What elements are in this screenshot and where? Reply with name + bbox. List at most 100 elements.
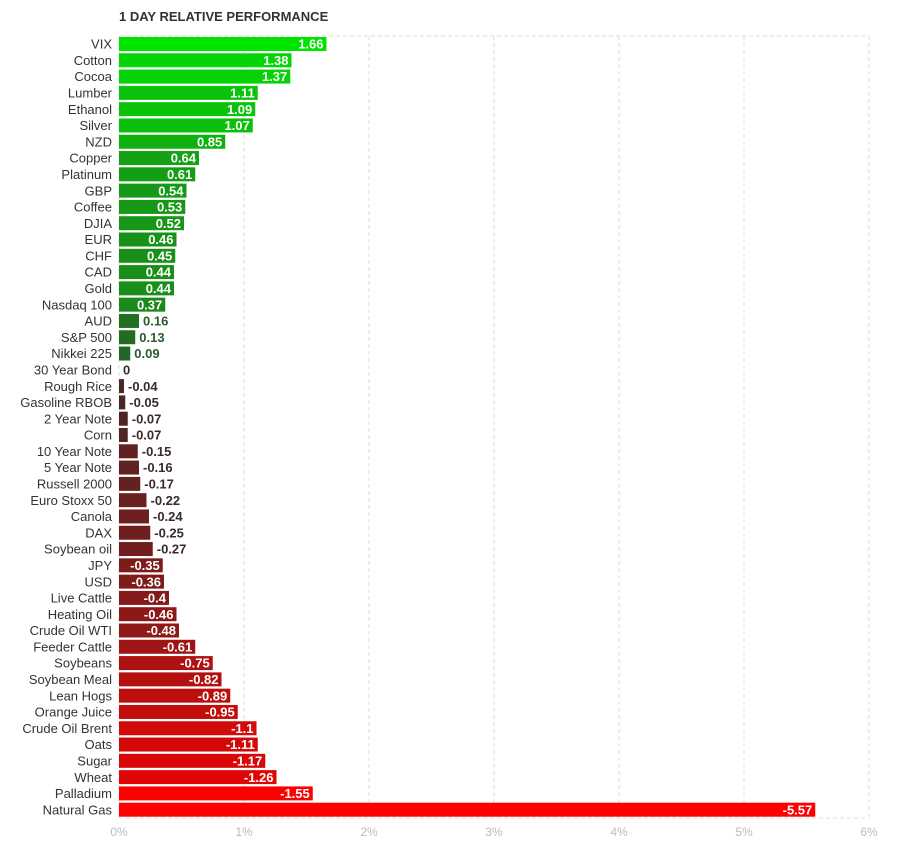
category-label: Euro Stoxx 50 — [30, 493, 112, 508]
value-label: 0.44 — [146, 265, 172, 280]
value-label: 0.64 — [171, 151, 197, 166]
bar — [119, 753, 266, 768]
bar — [119, 346, 131, 361]
category-label: Canola — [71, 509, 113, 524]
bar — [119, 704, 238, 719]
category-label: Soybean Meal — [29, 672, 112, 687]
value-label: 1.66 — [298, 37, 323, 52]
chart-title: 1 DAY RELATIVE PERFORMANCE — [119, 9, 329, 24]
category-labels: VIX 1.66 Cotton 1.38 Cocoa 1.37 Lumber 1.11 Etha… — [20, 37, 812, 818]
value-label: -0.82 — [189, 672, 219, 687]
bar — [119, 607, 177, 622]
category-label: Lean Hogs — [49, 688, 112, 703]
category-label: 10 Year Note — [37, 444, 112, 459]
value-label: 0.85 — [197, 134, 222, 149]
bar — [119, 167, 196, 182]
bar — [119, 411, 128, 426]
value-label: 0.53 — [157, 200, 182, 215]
category-label: NZD — [85, 134, 112, 149]
bar — [119, 672, 222, 687]
value-label: 0.13 — [139, 330, 164, 345]
x-axis-ticks: 0% 1% 2% 3% 4% 5% 6% — [110, 825, 878, 839]
category-label: Nasdaq 100 — [42, 297, 112, 312]
bar — [119, 786, 313, 801]
value-label: -1.55 — [280, 786, 310, 801]
category-label: 30 Year Bond — [34, 362, 112, 377]
value-label: -0.48 — [146, 623, 176, 638]
bar — [119, 493, 147, 508]
category-label: Feeder Cattle — [33, 639, 112, 654]
category-label: CAD — [85, 265, 112, 280]
category-label: Soybean oil — [44, 542, 112, 557]
value-label: -1.26 — [244, 770, 274, 785]
value-label: 0.46 — [148, 232, 173, 247]
category-label: GBP — [85, 183, 112, 198]
bar — [119, 623, 179, 638]
value-label: -0.25 — [154, 525, 184, 540]
bar — [119, 428, 128, 442]
category-label: Crude Oil WTI — [30, 623, 112, 638]
value-label: -0.04 — [128, 379, 158, 394]
value-label: -0.15 — [142, 444, 172, 459]
bar — [119, 151, 199, 166]
bar — [119, 395, 126, 410]
category-label: Wheat — [74, 770, 112, 785]
value-label: 0.52 — [156, 216, 181, 231]
bar — [119, 802, 816, 817]
category-label: Live Cattle — [51, 591, 112, 606]
bar — [119, 509, 149, 524]
category-label: S&P 500 — [61, 330, 112, 345]
bar — [119, 476, 141, 491]
value-label: 1.09 — [227, 102, 252, 117]
bar — [119, 590, 169, 605]
category-label: DJIA — [84, 216, 113, 231]
value-label: -0.36 — [131, 574, 161, 589]
bar — [119, 102, 256, 117]
bar — [119, 656, 213, 671]
grid-lines — [118, 35, 870, 819]
category-label: Platinum — [61, 167, 112, 182]
value-label: -0.4 — [144, 591, 167, 606]
category-label: Cocoa — [74, 69, 112, 84]
bar — [119, 444, 138, 459]
category-label: Palladium — [55, 786, 112, 801]
category-label: Rough Rice — [44, 379, 112, 394]
value-label: -0.46 — [144, 607, 174, 622]
bar — [119, 199, 186, 214]
bar — [119, 281, 174, 296]
value-label: -0.95 — [205, 705, 235, 720]
bar — [119, 37, 327, 51]
value-label: 0 — [123, 362, 130, 377]
category-label: Ethanol — [68, 102, 112, 117]
category-label: Corn — [84, 428, 112, 443]
category-label: Cotton — [74, 53, 112, 68]
category-label: Gold — [85, 281, 112, 296]
category-label: Oats — [85, 737, 113, 752]
category-label: DAX — [85, 525, 112, 540]
value-label: 1.07 — [224, 118, 249, 133]
bar — [119, 574, 164, 589]
bar — [119, 737, 258, 752]
value-label: -0.07 — [132, 428, 162, 443]
bar — [119, 542, 153, 557]
category-label: Sugar — [77, 753, 112, 768]
bar — [119, 639, 196, 654]
value-label: -0.61 — [163, 639, 193, 654]
bar — [119, 330, 136, 345]
bar — [119, 265, 174, 280]
category-label: Copper — [69, 151, 112, 166]
value-label: 0.44 — [146, 281, 172, 296]
value-label: -0.75 — [180, 656, 210, 671]
x-tick-label: 6% — [860, 825, 878, 839]
x-tick-label: 0% — [110, 825, 128, 839]
bar — [119, 134, 226, 149]
category-label: Natural Gas — [43, 802, 113, 817]
category-label: Crude Oil Brent — [22, 721, 112, 736]
value-label: 0.54 — [158, 183, 184, 198]
value-label: 0.09 — [134, 346, 159, 361]
value-label: -0.35 — [130, 558, 160, 573]
bar — [119, 558, 163, 573]
value-label: -0.24 — [153, 509, 183, 524]
category-label: Soybeans — [54, 656, 112, 671]
